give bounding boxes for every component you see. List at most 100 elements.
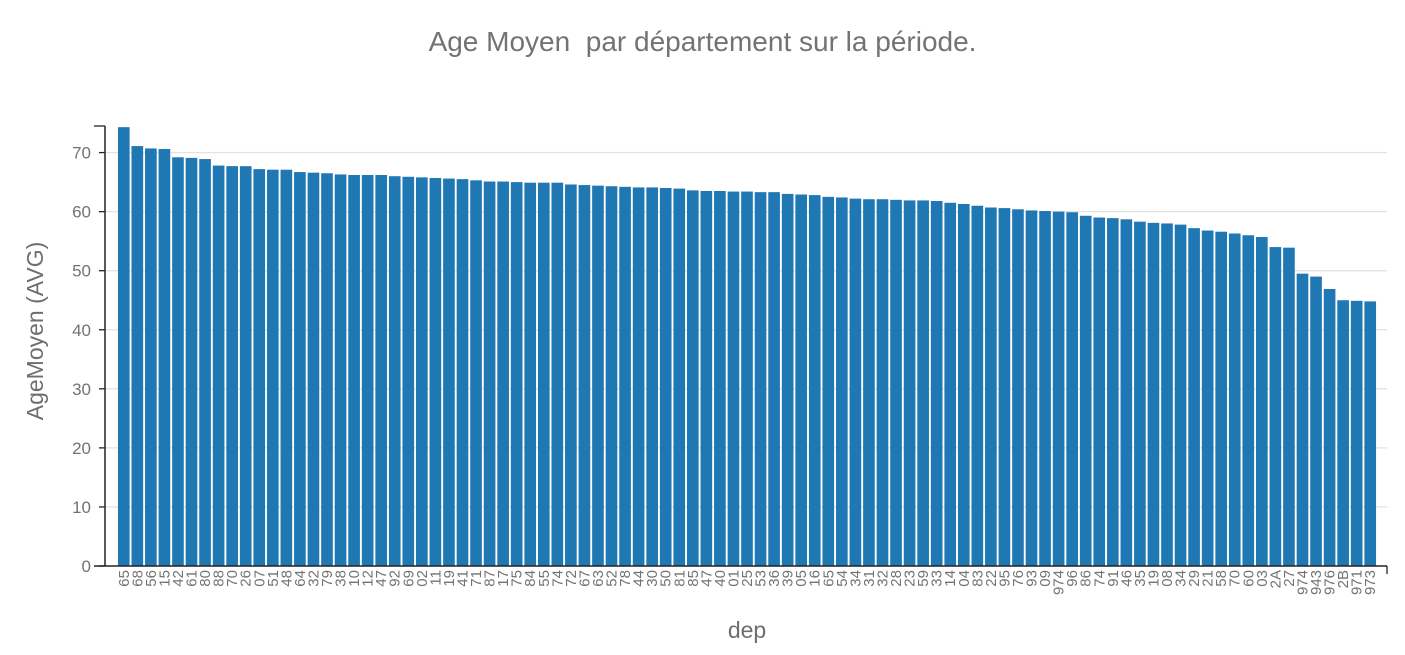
bar: [795, 194, 808, 566]
x-tick-label: 39: [780, 570, 797, 587]
y-tick-label: 10: [72, 498, 91, 517]
bar: [605, 186, 618, 567]
x-tick-label: 65: [820, 570, 837, 587]
bar: [917, 200, 929, 567]
bar: [1323, 289, 1336, 566]
bar: [361, 175, 374, 566]
bar: [185, 157, 198, 566]
x-tick-label: 11: [427, 570, 444, 586]
x-tick-label: 974: [1051, 570, 1068, 595]
bar: [714, 190, 726, 566]
x-tick-label: 83: [969, 570, 986, 587]
x-tick-label: 80: [197, 570, 214, 587]
bar: [524, 182, 537, 566]
x-tick-label: 14: [942, 570, 959, 587]
bar: [944, 202, 957, 566]
x-tick-label: 976: [1322, 570, 1339, 595]
x-tick-label: 68: [129, 570, 146, 587]
y-axis-title: AgeMoyen (AVG): [22, 242, 48, 421]
y-tick-label: 70: [72, 144, 91, 163]
bar: [307, 172, 320, 566]
bar: [172, 157, 184, 567]
x-tick-label: 40: [712, 570, 729, 587]
x-tick-label: 53: [753, 570, 770, 587]
y-tick-label: 50: [72, 262, 91, 281]
x-tick-label: 25: [739, 570, 756, 587]
bar: [199, 159, 211, 566]
bar: [1120, 219, 1133, 566]
bar: [429, 177, 442, 566]
x-tick-label: 69: [400, 570, 417, 587]
y-tick-label: 40: [72, 321, 91, 340]
x-tick-label: 67: [576, 570, 593, 587]
x-tick-label: 50: [658, 570, 675, 587]
x-axis-title: dep: [728, 617, 766, 643]
x-tick-label: 35: [1132, 570, 1149, 587]
bar: [537, 182, 550, 566]
x-tick-label: 84: [522, 570, 539, 587]
bar: [1134, 221, 1146, 566]
bar: [266, 169, 279, 566]
x-tick-label: 51: [265, 570, 282, 587]
bar: [578, 185, 591, 566]
bar: [443, 178, 455, 566]
bar: [212, 165, 225, 566]
bar: [1228, 233, 1241, 567]
x-tick-label: 81: [671, 570, 688, 587]
x-tick-label: 70: [224, 570, 241, 587]
x-tick-label: 85: [685, 570, 702, 587]
x-tick-label: 01: [725, 570, 742, 587]
x-tick-label: 41: [454, 570, 471, 587]
x-tick-label: 26: [238, 570, 255, 587]
bar: [1174, 224, 1187, 566]
x-tick-label: 64: [292, 570, 309, 587]
x-tick-label: 63: [590, 570, 607, 587]
x-tick-label: 79: [319, 570, 336, 587]
x-tick-label: 27: [1281, 570, 1298, 587]
bar: [402, 176, 415, 567]
x-tick-label: 96: [1064, 570, 1081, 587]
x-tick-label: 74: [549, 570, 566, 587]
x-tick-label: 04: [956, 570, 973, 587]
bar: [294, 172, 306, 566]
bar: [836, 197, 848, 566]
bar: [117, 127, 130, 567]
bar: [1012, 209, 1024, 566]
x-tick-label: 71: [468, 570, 485, 587]
bar: [1364, 301, 1377, 566]
bar: [158, 149, 171, 566]
bar: [348, 175, 360, 566]
bar: [334, 174, 347, 566]
x-tick-label: 36: [766, 570, 783, 587]
x-tick-label: 58: [1213, 570, 1230, 587]
bar: [1066, 212, 1078, 567]
x-tick-label: 44: [631, 570, 648, 587]
x-tick-label: 31: [861, 570, 878, 587]
bar: [1283, 247, 1295, 566]
y-tick-label: 60: [72, 203, 91, 222]
bar: [1337, 300, 1349, 566]
x-tick-label: 02: [414, 570, 431, 587]
bar: [646, 187, 658, 567]
x-tick-label: 32: [874, 570, 891, 587]
x-tick-label: 23: [902, 570, 919, 587]
bar: [145, 148, 157, 566]
bar: [998, 208, 1011, 566]
bar: [1025, 210, 1038, 566]
bar: [727, 191, 740, 566]
bar: [565, 184, 577, 566]
x-tick-label: 03: [1254, 570, 1271, 587]
x-tick-label: 2B: [1335, 570, 1352, 588]
bar: [1147, 222, 1160, 567]
bar: [483, 181, 496, 566]
x-tick-label: 29: [1186, 570, 1203, 587]
x-tick-label: 60: [1240, 570, 1257, 587]
x-tick-label: 55: [536, 570, 553, 587]
x-tick-label: 2A: [1267, 570, 1284, 588]
x-tick-label: 76: [1010, 570, 1027, 587]
bar: [470, 180, 482, 566]
x-tick-label: 09: [1037, 570, 1054, 587]
x-tick-label: 19: [441, 570, 458, 587]
x-tick-label: 74: [1091, 570, 1108, 587]
x-tick-label: 07: [251, 570, 268, 587]
